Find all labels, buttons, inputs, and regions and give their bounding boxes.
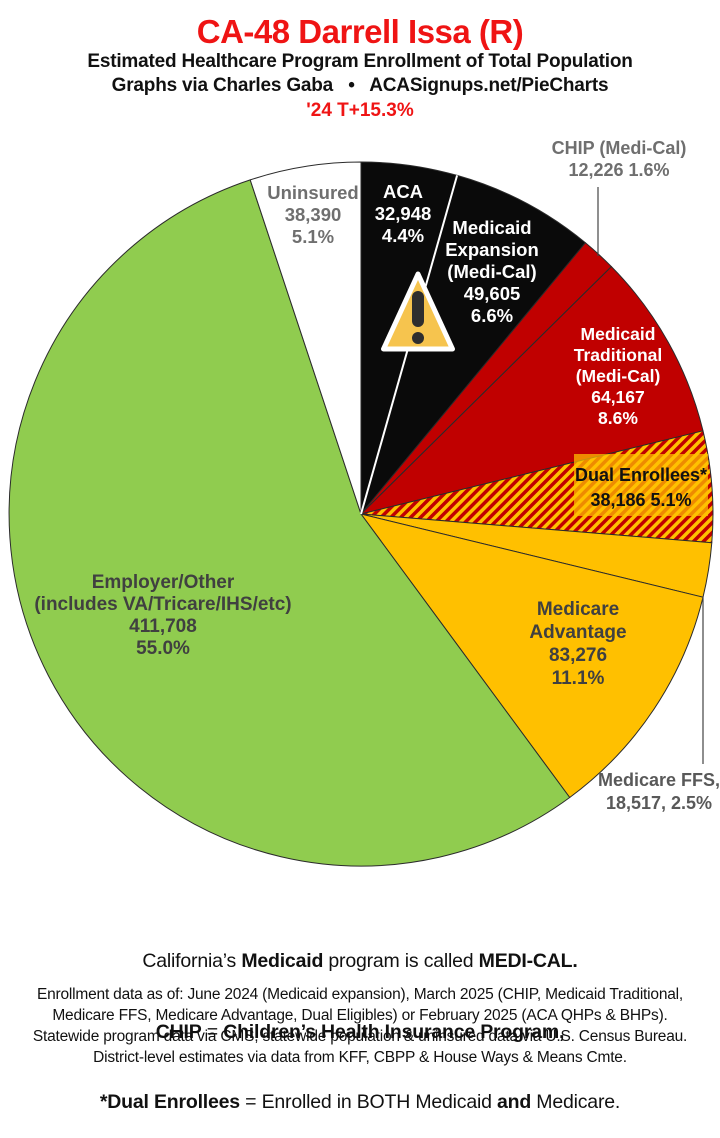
pie-chart: Uninsured 38,390 5.1% ACA 32,948 4.4% Me… [8,138,720,867]
warning-icon [381,271,455,352]
expansion-pct: 6.6% [471,305,513,326]
traditional-label-3: (Medi-Cal) [576,366,661,386]
warning-exclamation-bar [412,291,424,327]
subtitle-line-2: Graphs via Charles Gaba • ACASignups.net… [111,75,609,96]
expansion-value: 49,605 [464,283,521,304]
dual-enrollees-label-box [574,454,708,516]
footnote-3b: = Enrolled in BOTH Medicaid [239,1091,497,1113]
footnote-1a: California’s [142,950,242,972]
warning-exclamation-dot [412,332,424,344]
traditional-pct: 8.6% [598,408,638,428]
uninsured-pct: 5.1% [292,226,334,247]
subtitle-line-1: Estimated Healthcare Program Enrollment … [87,51,633,72]
employer-label-1: Employer/Other [92,572,235,593]
traditional-label-2: Traditional [574,345,662,365]
expansion-label-2: Expansion [445,239,539,260]
footnote-line-3: *Dual Enrollees = Enrolled in BOTH Medic… [0,1091,720,1115]
traditional-label-1: Medicaid [581,324,656,344]
employer-label-2: (includes VA/Tricare/IHS/etc) [34,594,291,615]
pie-slice-employer-other [8,179,571,867]
page-title: CA-48 Darrell Issa (R) [196,13,524,50]
employer-value: 411,708 [129,616,197,637]
aca-value: 32,948 [375,203,432,224]
change-note: '24 T+15.3% [306,100,414,121]
footnote-3d: Medicare. [531,1091,621,1113]
footnote-1b: Medicaid [241,950,324,972]
advantage-label-2: Advantage [529,622,626,643]
advantage-value: 83,276 [549,645,607,666]
pie-slice-medicare-advantage [360,513,704,798]
employer-pct: 55.0% [136,638,190,659]
pie-slice-medicaid-expansion [360,174,586,515]
uninsured-label: Uninsured [267,182,358,203]
expansion-label-1: Medicaid [452,217,531,238]
traditional-value: 64,167 [591,387,645,407]
footnote-2b: = [201,1020,224,1043]
dual-enrollees-label: Dual Enrollees* [575,465,707,485]
aca-label: ACA [383,181,423,202]
chip-label: CHIP (Medi-Cal) [552,138,687,158]
advantage-label-1: Medicare [537,599,619,620]
uninsured-value: 38,390 [285,204,342,225]
medicare-ffs-label: Medicare FFS, [598,770,720,790]
source-block: Enrollment data as of: June 2024 (Medica… [0,984,720,1068]
pie-slice-uninsured [249,161,362,515]
medicare-ffs-value: 18,517, 2.5% [606,793,712,813]
advantage-pct: 11.1% [552,668,605,689]
source-line-1: Enrollment data as of: June 2024 (Medica… [36,986,684,1003]
footnote-line-2: CHIP = Children’s Health Insurance Progr… [0,1021,720,1045]
source-line-4: District-level estimates via data from K… [93,1049,627,1066]
footnote-1d: MEDI-CAL. [478,950,578,972]
source-line-2: Medicare FFS, Medicare Advantage, Dual E… [52,1007,668,1024]
footnote-3a: *Dual Enrollees [99,1091,240,1113]
dual-enrollees-value: 38,186 5.1% [590,490,691,510]
footnote-1c: program is called [323,950,479,972]
chip-value: 12,226 1.6% [568,160,669,180]
source-line-3: Statewide program data via CMS; statewid… [32,1028,688,1045]
footnote-2a: CHIP [155,1020,202,1043]
footnote-3c: and [496,1091,532,1113]
footnote-2c: Children’s Health Insurance Program, [223,1020,565,1043]
aca-pct: 4.4% [382,225,424,246]
expansion-label-3: (Medi-Cal) [447,261,536,282]
footnote-line-1: California’s Medicaid program is called … [0,950,720,974]
pie-slice-medicaid-traditional [360,266,704,515]
